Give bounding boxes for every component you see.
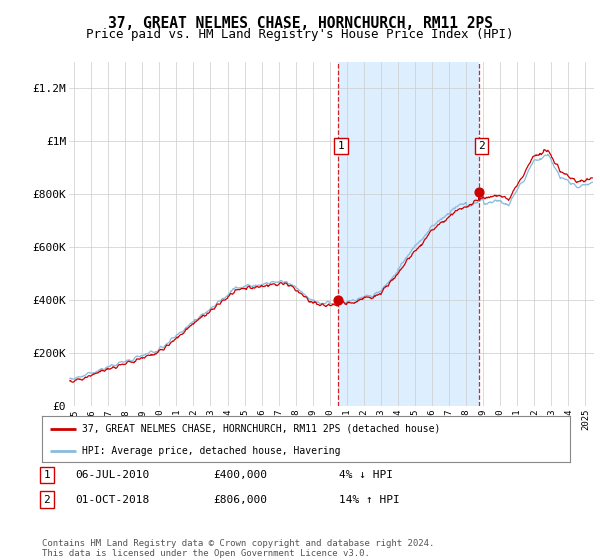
Text: 4% ↓ HPI: 4% ↓ HPI <box>339 470 393 480</box>
Text: 1: 1 <box>43 470 50 480</box>
Text: 2: 2 <box>43 494 50 505</box>
Text: 14% ↑ HPI: 14% ↑ HPI <box>339 494 400 505</box>
Text: Contains HM Land Registry data © Crown copyright and database right 2024.
This d: Contains HM Land Registry data © Crown c… <box>42 539 434 558</box>
Text: 2: 2 <box>478 141 485 151</box>
Text: £400,000: £400,000 <box>213 470 267 480</box>
Bar <box>338 62 479 406</box>
Text: 06-JUL-2010: 06-JUL-2010 <box>75 470 149 480</box>
Point <box>474 188 484 197</box>
Text: 1: 1 <box>337 141 344 151</box>
Text: £806,000: £806,000 <box>213 494 267 505</box>
Text: 01-OCT-2018: 01-OCT-2018 <box>75 494 149 505</box>
Text: 37, GREAT NELMES CHASE, HORNCHURCH, RM11 2PS: 37, GREAT NELMES CHASE, HORNCHURCH, RM11… <box>107 16 493 31</box>
Text: HPI: Average price, detached house, Havering: HPI: Average price, detached house, Have… <box>82 446 340 455</box>
Text: 37, GREAT NELMES CHASE, HORNCHURCH, RM11 2PS (detached house): 37, GREAT NELMES CHASE, HORNCHURCH, RM11… <box>82 424 440 434</box>
Text: Price paid vs. HM Land Registry's House Price Index (HPI): Price paid vs. HM Land Registry's House … <box>86 28 514 41</box>
Point <box>334 296 343 305</box>
